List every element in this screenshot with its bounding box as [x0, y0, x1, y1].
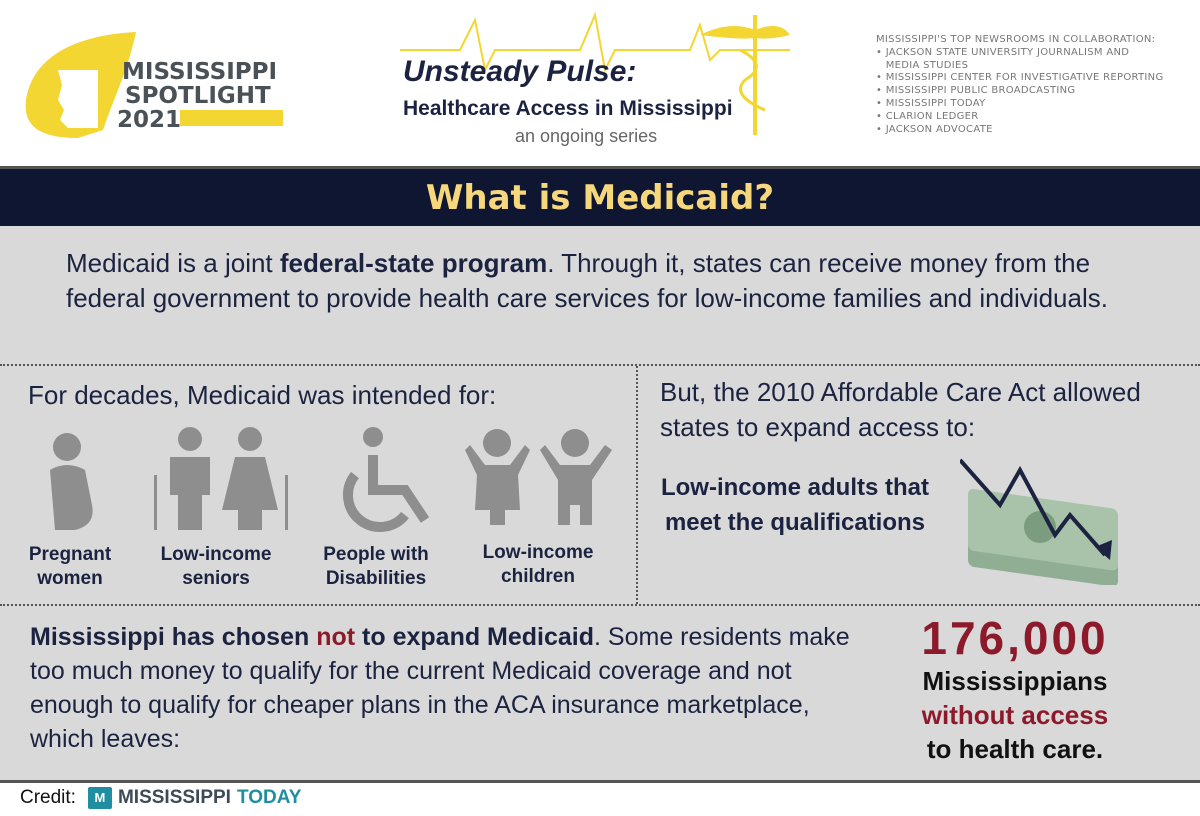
stat-line3: to health care. [926, 734, 1104, 764]
newsroom: MISSISSIPPI TODAY [885, 97, 986, 109]
mississippi-today-logo-icon: M [87, 787, 112, 809]
expansion-group: Low-income adults that meet the qualific… [660, 474, 929, 536]
newsroom: MISSISSIPPI CENTER FOR INVESTIGATIVE REP… [885, 72, 1164, 84]
series-title: Unsteady Pulse: [403, 55, 637, 88]
newsroom: JACKSON ADVOCATE [885, 123, 993, 135]
collaboration-heading: MISSISSIPPI'S TOP NEWSROOMS IN COLLABORA… [876, 34, 1156, 45]
left-heading: For decades, Medicaid was intended for: [28, 380, 497, 410]
stat-number: 176,000 [921, 612, 1109, 664]
pregnant-woman-icon [50, 433, 93, 530]
stat-block: 176,000 Mississippians without access to… [880, 612, 1150, 766]
mississippi-spotlight-logo-icon [25, 32, 137, 138]
stat-line1: Mississippians [922, 666, 1108, 696]
series-tagline: an ongoing series [515, 126, 658, 146]
bottom-bold: to expand Medicaid [355, 623, 595, 651]
collaboration-list: MISSISSIPPI'S TOP NEWSROOMS IN COLLABORA… [876, 34, 1166, 136]
seniors-icon [154, 427, 288, 530]
intro-part: Medicaid is a joint [66, 248, 280, 278]
divider [0, 604, 1200, 606]
intro-part: . Through it, states can receive money f… [66, 248, 1108, 313]
title-band: What is Medicaid? [0, 166, 1200, 226]
brand-name-accent: TODAY [236, 787, 302, 808]
series-subtitle: Healthcare Access in Mississippi [403, 97, 733, 120]
money-stack-decline-icon [960, 458, 1118, 585]
credit-row: Credit: M MISSISSIPPI TODAY [20, 787, 301, 809]
children-icon [465, 429, 612, 525]
header: MISSISSIPPI SPOTLIGHT 2021 Unsteady Puls… [0, 0, 1200, 166]
group-label: Low-income children [482, 542, 594, 587]
logo-line1: MISSISSIPPI [122, 59, 278, 85]
newsroom: MISSISSIPPI PUBLIC BROADCASTING [885, 85, 1076, 97]
intro-text: Medicaid is a joint federal-state progra… [66, 246, 1166, 316]
group-label: Pregnant women [28, 544, 112, 589]
logo-line2: SPOTLIGHT [125, 83, 271, 109]
bottom-rest: . Some residents make too much money to … [30, 623, 850, 753]
right-heading: But, the 2010 Affordable Care Act allowe… [660, 377, 1141, 442]
group-label: Low-income seniors [160, 544, 272, 589]
newsroom: CLARION LEDGER [885, 110, 979, 122]
pulse-caduceus-icon [400, 11, 790, 135]
groups-icons [50, 427, 612, 532]
page-title: What is Medicaid? [425, 178, 775, 218]
intro-bold: federal-state program [279, 248, 548, 278]
bottom-bold: Mississippi has chosen [30, 623, 317, 651]
credit-label: Credit: [20, 787, 76, 808]
brand-name: MISSISSIPPI [117, 787, 231, 808]
logo-year: 2021 [117, 107, 182, 133]
footer: Credit: M MISSISSIPPI TODAY [0, 780, 1200, 816]
stat-line2: without access [921, 700, 1109, 730]
wheelchair-icon [343, 427, 430, 532]
divider [636, 366, 638, 604]
group-label: People with Disabilities [323, 544, 429, 589]
newsroom: JACKSON STATE UNIVERSITY JOURNALISM AND … [885, 46, 1130, 71]
bottom-text: Mississippi has chosen not to expand Med… [30, 620, 880, 756]
bottom-emphasis: not [316, 623, 356, 651]
divider [0, 364, 1200, 366]
logo-bar [180, 110, 283, 126]
